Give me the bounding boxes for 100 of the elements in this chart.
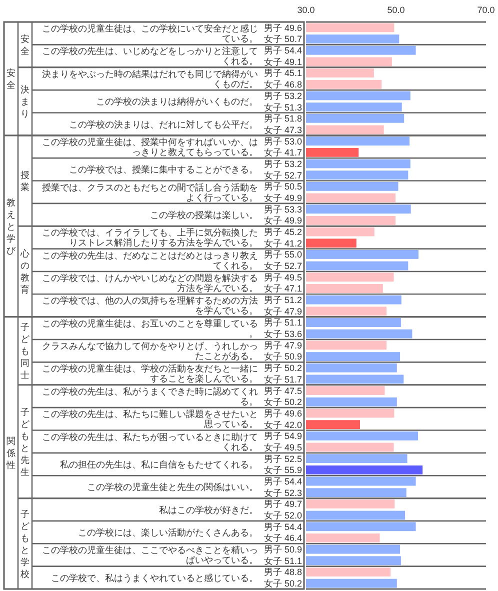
text: 決まり [20,84,30,119]
x-tick-label: 30.0 [297,5,315,15]
text: 女子 [264,556,282,566]
data-label: 53.6 [284,329,302,340]
data-label: 50.9 [284,544,302,555]
y-tick-label: この学校では、他の人の気持ちを理解するための方法を学んでいる。 [42,296,258,316]
text: 子どもと先生 [20,406,30,477]
data-label: 55.9 [284,465,302,476]
data-label: 50.5 [284,182,302,192]
text: 女子 [264,102,282,112]
text: 女子 [264,374,282,384]
data-label: 53.0 [284,136,302,146]
text: 安全 [20,34,30,56]
data-label: 52.5 [284,454,302,464]
text: 男子 [264,68,282,78]
y-tick-label: この学校で、私はうまくやれていると感じている。 [51,572,258,583]
data-label: 53.2 [284,158,302,169]
text: 関係性 [6,436,16,470]
text: 女子 [264,148,282,158]
data-label: 47.3 [284,124,302,135]
data-label: 53.3 [284,204,302,214]
text: 女子 [264,329,282,340]
text: 女子 [264,261,282,272]
y-tick-label: この学校の児童生徒は、お互いのことを尊重している。 [42,318,258,338]
data-label: 49.6 [284,408,302,418]
text: 男子 [264,272,282,282]
y-tick-label: 決まりをやぶった時の結果はだれでも同じで納得がいくものだ。 [42,68,258,89]
data-label: 52.7 [284,170,302,180]
text: 男子 [264,158,282,169]
text: 子ども同士 [20,322,30,380]
text: 男子 [264,567,282,578]
x-tick-label: 70.0 [477,5,495,15]
data-label: 47.1 [284,284,302,294]
data-label: 47.5 [284,386,302,396]
y-tick-label: この学校の児童生徒は、ここでやるべきことを精いっぱいやっている。 [42,545,258,566]
text: 男子 [264,363,282,374]
text: 男子 [264,544,282,555]
data-label: 51.8 [284,114,302,124]
text: 心の教育 [20,248,30,295]
text: 男子 [264,182,282,192]
y-tick-label: この学校の先生は、私たちに難しい課題をさせたいと思っている。 [42,409,258,430]
text: 女子 [264,578,282,589]
y-tick-label: この学校の児童生徒は、学校の活動を友だちと一緒にすることを楽しんでいる。 [42,364,258,384]
text: 女子 [264,420,282,430]
data-label: 54.4 [284,522,302,532]
text: 男子 [264,22,282,33]
text: 女子 [264,216,282,226]
data-label: 54.4 [284,46,302,56]
text: 女子 [264,397,282,408]
data-label: 52.3 [284,488,302,498]
text: 男子 [264,295,282,306]
x-tick-label: 50.0 [387,5,405,15]
text: 男子 [264,499,282,510]
y-tick-label: この学校では、授業に集中することができる。 [69,164,258,175]
data-label: 42.0 [284,420,302,430]
y-tick-label: この学校の先生は、私たちが困っているときに助けてくれる。 [42,432,258,452]
data-label: 54.9 [284,431,302,442]
text: 男子 [264,340,282,350]
data-label: 55.0 [284,250,302,260]
data-label: 51.1 [284,318,302,328]
text: 男子 [264,522,282,532]
data-label: 49.5 [284,442,302,452]
text: 女子 [264,284,282,294]
text: 子どもと学校 [20,508,30,579]
data-label: 51.3 [284,102,302,112]
text: 女子 [264,170,282,180]
y-tick-label: 私の担任の先生は、私に自信をもたせてくれる。 [60,459,258,470]
y-tick-label: この学校の児童生徒と先生の関係はいい。 [87,482,258,492]
y-tick-label: この学校の児童生徒は、この学校にいて安全だと感じている。 [42,24,258,44]
text: 男子 [264,476,282,486]
data-label: 51.1 [284,556,302,566]
text: 男子 [264,226,282,237]
text: 女子 [264,238,282,248]
data-label: 45.1 [284,68,302,78]
text: 女子 [264,465,282,476]
text: 男子 [264,431,282,442]
text: 男子 [264,454,282,464]
data-label: 47.9 [284,340,302,350]
text: 男子 [264,90,282,101]
y-tick-label: この学校には、楽しい活動がたくさんある。 [78,528,258,538]
data-label: 52.0 [284,510,302,520]
data-label: 51.2 [284,295,302,306]
y-tick-label: 私はこの学校が好きだ。 [159,504,258,515]
y-tick-label: 授業では、クラスのともだちとの間で話し合う活動をよく行っている。 [42,182,258,202]
y-tick-label: この学校の決まりは、だれに対しても公平だ。 [69,119,258,130]
text: 女子 [264,192,282,203]
data-label: 50.2 [284,363,302,374]
text: 男子 [264,114,282,124]
text: 女子 [264,34,282,44]
text: 女子 [264,352,282,362]
text: 女子 [264,442,282,452]
text: 女子 [264,56,282,67]
data-label: 51.7 [284,374,302,384]
text: 女子 [264,80,282,90]
data-label: 49.6 [284,22,302,33]
y-tick-label: この学校の先生は、だめなことはだめとはっきり教えてくれる。 [42,250,258,270]
y-tick-label: この学校の先生は、いじめなどをしっかりと注意してくれる。 [42,46,258,66]
text: 男子 [264,250,282,260]
data-label: 50.9 [284,352,302,362]
text: 女子 [264,488,282,498]
